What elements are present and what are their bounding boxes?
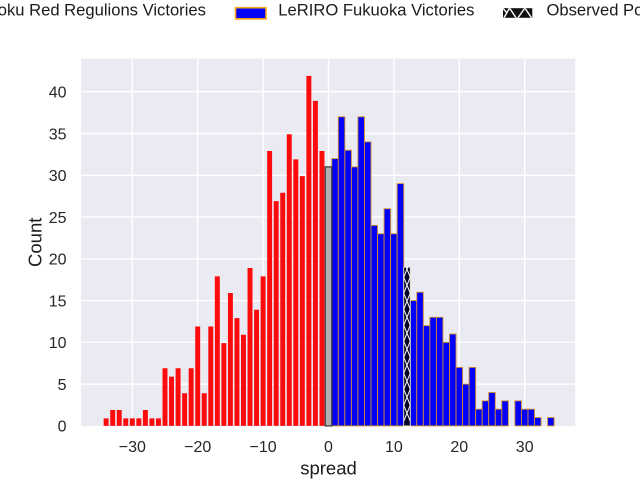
svg-text:20: 20 xyxy=(450,439,468,456)
svg-text:10: 10 xyxy=(385,439,403,456)
svg-text:LeRIRO Fukuoka Victories: LeRIRO Fukuoka Victories xyxy=(278,1,474,20)
svg-text:10: 10 xyxy=(49,335,67,352)
svg-text:40: 40 xyxy=(49,85,67,102)
svg-text:−10: −10 xyxy=(250,439,277,456)
svg-text:25: 25 xyxy=(49,210,67,227)
svg-text:30: 30 xyxy=(516,439,534,456)
svg-text:−30: −30 xyxy=(119,439,146,456)
svg-text:5: 5 xyxy=(58,377,67,394)
svg-text:Tohoku Red Regulions Victories: Tohoku Red Regulions Victories xyxy=(0,1,206,20)
svg-text:Observed Point Spread: Observed Point Spread xyxy=(547,1,640,20)
svg-text:30: 30 xyxy=(49,168,67,185)
svg-text:spread: spread xyxy=(300,458,357,479)
svg-text:−20: −20 xyxy=(184,439,211,456)
svg-text:0: 0 xyxy=(324,439,333,456)
svg-text:20: 20 xyxy=(49,252,67,269)
svg-text:35: 35 xyxy=(49,126,67,143)
svg-text:Count: Count xyxy=(25,218,46,267)
svg-text:0: 0 xyxy=(58,419,67,436)
svg-text:15: 15 xyxy=(49,293,67,310)
